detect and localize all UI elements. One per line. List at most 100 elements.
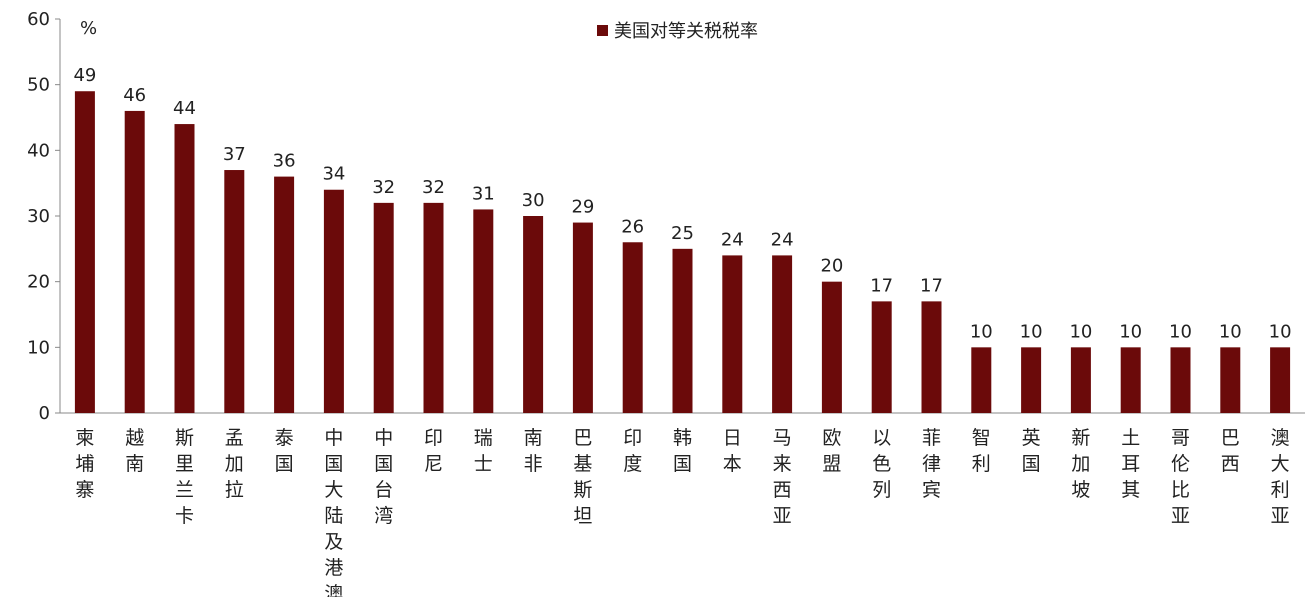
- y-tick-label: 30: [27, 206, 50, 227]
- bar: [1070, 347, 1091, 413]
- data-label: 34: [322, 164, 345, 185]
- x-tick-char: 埔: [75, 453, 94, 475]
- x-tick-label: 土耳其: [1121, 427, 1140, 501]
- bar: [224, 170, 245, 413]
- x-tick-char: 巴: [1221, 427, 1240, 449]
- x-tick-char: 卡: [175, 505, 194, 527]
- bar: [1120, 347, 1141, 413]
- bar: [1170, 347, 1191, 413]
- data-label: 31: [472, 183, 495, 204]
- data-label: 25: [671, 223, 694, 244]
- data-label: 30: [522, 190, 545, 211]
- x-tick-char: 其: [1121, 479, 1140, 501]
- x-tick-char: 西: [1221, 453, 1240, 475]
- x-tick-char: 尼: [424, 453, 443, 475]
- x-tick-label: 欧盟: [822, 427, 841, 475]
- x-tick-char: 比: [1171, 479, 1190, 501]
- x-tick-label: 智利: [972, 427, 991, 475]
- y-tick-label: 20: [27, 272, 50, 293]
- x-tick-char: 印: [623, 427, 642, 449]
- bar: [1021, 347, 1042, 413]
- x-tick-char: 色: [872, 453, 891, 475]
- x-tick-label: 孟加拉: [225, 427, 244, 501]
- x-tick-label: 菲律宾: [922, 427, 941, 501]
- x-tick-label: 哥伦比亚: [1171, 427, 1190, 527]
- x-tick-char: 耳: [1121, 453, 1140, 475]
- x-tick-char: 伦: [1171, 453, 1190, 475]
- x-tick-char: 盟: [822, 453, 841, 475]
- x-tick-char: 国: [374, 453, 393, 475]
- x-tick-label: 以色列: [872, 427, 891, 501]
- bar: [622, 242, 643, 413]
- x-tick-label: 日本: [723, 427, 742, 475]
- x-tick-char: 利: [1271, 479, 1290, 501]
- data-label: 32: [372, 177, 395, 198]
- data-label: 10: [1069, 321, 1092, 342]
- x-tick-char: 基: [573, 453, 592, 475]
- x-tick-char: 士: [474, 453, 493, 475]
- bar: [174, 124, 195, 414]
- x-tick-char: 斯: [175, 427, 194, 449]
- data-label: 17: [870, 275, 893, 296]
- y-tick-label: 10: [27, 337, 50, 358]
- data-label: 10: [970, 321, 993, 342]
- x-tick-char: 大: [324, 479, 343, 501]
- x-tick-char: 宾: [922, 479, 941, 501]
- bar: [124, 110, 145, 413]
- data-label: 10: [1119, 321, 1142, 342]
- x-tick-char: 拉: [225, 479, 244, 501]
- x-tick-char: 列: [872, 479, 891, 501]
- x-tick-char: 利: [972, 453, 991, 475]
- x-tick-char: 里: [175, 453, 194, 475]
- x-tick-char: 湾: [374, 505, 393, 527]
- x-tick-label: 南非: [524, 427, 543, 475]
- bar: [772, 255, 793, 413]
- x-tick-char: 本: [723, 453, 742, 475]
- x-tick-char: 大: [1271, 453, 1290, 475]
- x-tick-char: 泰: [275, 427, 294, 449]
- x-tick-label: 中国台湾: [374, 427, 393, 527]
- x-tick-char: 寨: [75, 479, 94, 501]
- bars: [74, 91, 1291, 414]
- data-label: 36: [273, 151, 296, 172]
- x-tick-label: 印尼: [424, 427, 443, 475]
- x-tick-char: 坡: [1071, 479, 1090, 501]
- data-label: 17: [920, 275, 943, 296]
- bar: [572, 222, 593, 413]
- x-tick-char: 台: [374, 479, 393, 501]
- x-tick-char: 韩: [673, 427, 692, 449]
- x-tick-char: 加: [1071, 453, 1090, 475]
- bar: [871, 301, 892, 413]
- x-tick-char: 哥: [1171, 427, 1190, 449]
- x-tick-char: 陆: [324, 505, 343, 527]
- x-tick-char: 亚: [773, 505, 792, 527]
- x-tick-char: 土: [1121, 427, 1140, 449]
- x-tick-char: 欧: [822, 427, 841, 449]
- x-tick-label: 瑞士: [474, 427, 493, 475]
- x-tick-char: 国: [275, 453, 294, 475]
- data-label: 10: [1169, 321, 1192, 342]
- x-tick-char: 及: [324, 531, 343, 553]
- data-label: 10: [1269, 321, 1292, 342]
- x-tick-label: 柬埔寨: [75, 427, 94, 501]
- data-label: 20: [820, 256, 843, 277]
- x-tick-char: 印: [424, 427, 443, 449]
- x-tick-char: 中: [324, 427, 343, 449]
- data-label: 37: [223, 144, 246, 165]
- data-label: 24: [771, 229, 794, 250]
- x-ticks: 柬埔寨越南斯里兰卡孟加拉泰国中国大陆及港澳中国台湾印尼瑞士南非巴基斯坦印度韩国日…: [75, 427, 1289, 597]
- x-tick-char: 加: [225, 453, 244, 475]
- bar: [473, 209, 494, 413]
- data-label: 10: [1219, 321, 1242, 342]
- x-tick-label: 越南: [125, 427, 144, 475]
- y-tick-label: 40: [27, 140, 50, 161]
- y-ticks: 0 10 20 30 40 50 60: [27, 9, 60, 424]
- bar: [672, 248, 693, 413]
- legend-label: 美国对等关税税率: [614, 21, 758, 42]
- bar: [523, 216, 544, 413]
- data-label: 32: [422, 177, 445, 198]
- legend-swatch: [597, 25, 608, 36]
- data-label: 49: [73, 65, 96, 86]
- data-label: 46: [123, 85, 146, 106]
- x-tick-char: 度: [623, 453, 642, 475]
